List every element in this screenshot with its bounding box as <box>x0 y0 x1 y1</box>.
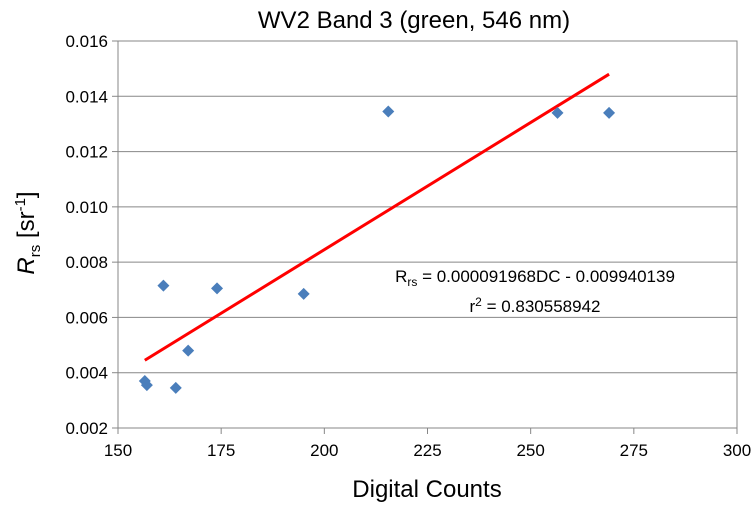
x-tick-label: 275 <box>620 441 648 460</box>
x-tick-label: 250 <box>516 441 544 460</box>
y-axis: 0.002 0.004 0.006 0.008 0.010 0.012 0.014 0.016 <box>65 32 118 438</box>
y-tick-label: 0.002 <box>65 419 108 438</box>
data-point <box>157 279 170 292</box>
y-axis-label: Rrs [sr-1] <box>12 191 44 274</box>
regression-equation-prefix: R <box>395 267 407 286</box>
data-point <box>169 381 182 394</box>
x-axis-label: Digital Counts <box>352 476 501 503</box>
data-point <box>382 105 395 118</box>
regression-equation-rest: = 0.000091968DC - 0.009940139 <box>417 267 675 286</box>
data-point <box>297 287 310 300</box>
x-tick-label: 225 <box>413 441 441 460</box>
y-tick-label: 0.012 <box>65 143 108 162</box>
regression-equation: Rrs = 0.000091968DC - 0.009940139 <box>395 267 675 289</box>
y-axis-label-main: R <box>13 257 40 274</box>
y-tick-label: 0.008 <box>65 253 108 272</box>
plot-area <box>117 40 738 429</box>
trendline <box>144 72 610 362</box>
data-point <box>182 344 195 357</box>
data-point <box>211 282 224 295</box>
r-squared-rest: = 0.830558942 <box>482 297 601 316</box>
y-axis-label-space <box>13 238 40 245</box>
x-tick-label: 150 <box>104 441 132 460</box>
data-points <box>138 105 616 394</box>
x-axis: 150 175 200 225 250 275 300 <box>104 428 751 460</box>
y-axis-label-sub: rs <box>27 245 44 258</box>
data-point <box>140 379 153 392</box>
x-tick-label: 175 <box>207 441 235 460</box>
chart-title: WV2 Band 3 (green, 546 nm) <box>258 7 570 34</box>
r-squared-sup: 2 <box>475 295 482 309</box>
y-tick-label: 0.016 <box>65 32 108 51</box>
y-tick-label: 0.006 <box>65 308 108 327</box>
y-axis-label-unit-prefix: [sr <box>13 211 40 238</box>
r-squared: r2 = 0.830558942 <box>469 295 600 316</box>
y-axis-label-unit-sup: -1 <box>12 198 29 211</box>
r-squared-prefix: r <box>469 297 475 316</box>
y-tick-label: 0.004 <box>65 364 108 383</box>
y-axis-label-unit-suffix: ] <box>13 191 40 198</box>
y-tick-label: 0.010 <box>65 198 108 217</box>
gridlines <box>118 95 737 374</box>
regression-equation-sub: rs <box>407 275 417 289</box>
data-point <box>603 106 616 119</box>
y-tick-label: 0.014 <box>65 87 108 106</box>
data-point <box>551 106 564 119</box>
x-tick-label: 300 <box>723 441 751 460</box>
x-tick-label: 200 <box>310 441 338 460</box>
